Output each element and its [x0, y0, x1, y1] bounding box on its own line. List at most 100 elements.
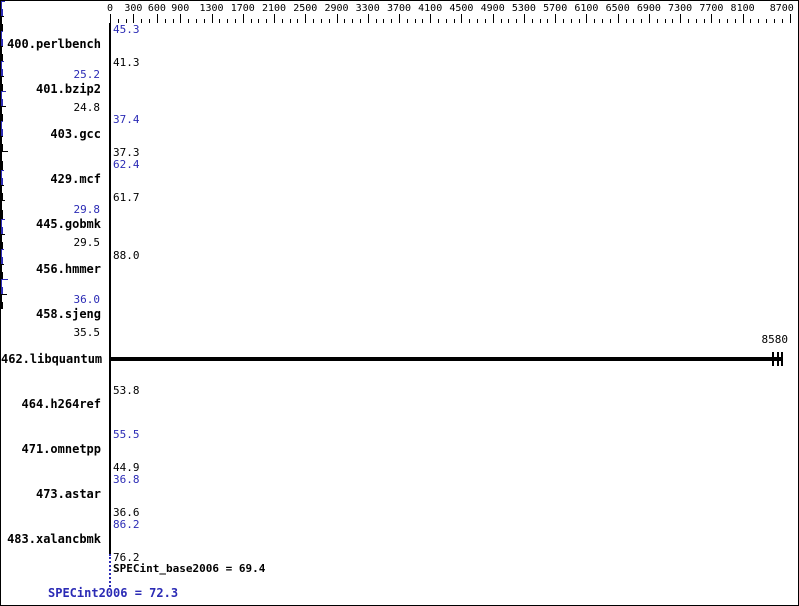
x-axis-minor-tick [414, 19, 416, 23]
run-marker-right-tick [1, 84, 3, 91]
x-axis-major-tick [367, 14, 369, 23]
x-axis-minor-tick [602, 19, 603, 23]
benchmark-label-464-h264ref: 464.h264ref [21, 397, 101, 411]
x-axis-tick-label: 8700 [769, 3, 794, 14]
run-marker-left-tick [1, 62, 2, 69]
x-axis-major-tick [336, 14, 338, 23]
x-axis-minor-tick [227, 19, 229, 23]
x-axis-minor-tick [633, 19, 635, 23]
run-marker-line [1, 106, 6, 107]
run-marker-right-tick [1, 287, 3, 294]
run-marker-line [1, 46, 3, 47]
run-marker-right-tick [1, 99, 3, 106]
x-axis-minor-tick [281, 19, 283, 23]
x-axis-tick-label: 1300 [199, 3, 224, 14]
x-axis-minor-tick [125, 19, 127, 23]
x-axis-minor-tick [625, 19, 627, 23]
peak-value-label: 37.4 [113, 113, 140, 126]
run-marker-right-tick [1, 129, 3, 136]
x-axis-minor-tick [531, 19, 533, 23]
x-axis-minor-tick [547, 19, 549, 23]
libquantum-run-tick [777, 352, 779, 366]
x-axis-tick-label: 2100 [261, 3, 287, 14]
benchmark-label-471-omnetpp: 471.omnetpp [21, 442, 101, 456]
run-marker-line [1, 91, 6, 92]
x-axis-minor-tick [359, 19, 361, 23]
peak-value-label: 45.3 [113, 23, 140, 36]
libquantum-bar [111, 357, 781, 361]
x-axis-minor-tick [641, 19, 643, 23]
benchmark-label-429-mcf: 429.mcf [50, 172, 101, 186]
x-axis-minor-tick [250, 19, 252, 23]
run-marker-line [1, 121, 3, 122]
x-axis-major-tick [617, 14, 619, 23]
x-axis: 0 300 600 900 1300 1700 2100 2500 2900 3300 3700 41… [1, 1, 798, 23]
x-axis-minor-tick [219, 19, 221, 23]
x-axis-tick-label: 2900 [324, 3, 349, 14]
x-axis-tick-label: 8100 [730, 3, 755, 14]
x-axis-minor-tick [141, 19, 143, 23]
peak-value-label: 36.0 [73, 293, 101, 306]
benchmark-label-462-libquantum: 462.libquantum [1, 352, 103, 366]
x-axis-minor-tick [477, 19, 479, 23]
x-axis-minor-tick [328, 19, 330, 23]
run-marker-left-tick [1, 280, 2, 287]
run-marker-line [1, 136, 3, 137]
benchmark-label-483-xalancbmk: 483.xalancbmk [7, 532, 101, 546]
peak-value-label: 62.4 [113, 158, 140, 171]
x-axis-major-tick [680, 14, 682, 23]
x-axis-major-tick [430, 14, 432, 23]
benchmark-label-456-hmmer: 456.hmmer [35, 262, 101, 276]
run-marker-left-tick [1, 265, 2, 272]
x-axis-minor-tick [313, 19, 315, 23]
x-axis-minor-tick [609, 19, 611, 23]
x-axis-minor-tick [687, 19, 689, 23]
base-metric-label: SPECint_base2006 = 69.4 [113, 562, 266, 575]
x-axis-minor-tick [570, 19, 572, 23]
x-axis-major-tick [789, 14, 791, 23]
peak-value-label: 25.2 [73, 68, 101, 81]
x-axis-tick-label: 5300 [511, 3, 536, 14]
x-axis-major-tick [133, 14, 135, 23]
run-marker-right-tick [1, 210, 3, 219]
run-marker-left-tick [1, 171, 2, 178]
x-axis-tick-label: 900 [171, 3, 190, 14]
run-marker-right-tick [1, 69, 3, 76]
run-marker-right-tick [1, 114, 3, 121]
x-axis-tick-label: 4900 [480, 3, 505, 14]
x-axis-minor-tick [266, 19, 268, 23]
x-axis-minor-tick [445, 19, 447, 23]
base-value-label: 36.6 [113, 506, 140, 519]
x-axis-minor-tick [375, 19, 377, 23]
x-axis-minor-tick [469, 19, 471, 23]
libquantum-run-tick [772, 352, 774, 366]
x-axis-minor-tick [703, 19, 705, 23]
x-axis-major-tick [110, 14, 111, 23]
x-axis-tick-label: 3300 [355, 3, 380, 14]
run-marker-right-tick [1, 144, 3, 151]
run-marker-line [1, 185, 4, 186]
x-axis-tick-label: 600 [147, 3, 166, 14]
benchmark-label-403-gcc: 403.gcc [50, 127, 101, 141]
x-axis-major-tick [648, 14, 650, 23]
base-value-label: 37.3 [113, 146, 140, 159]
x-axis-minor-tick [656, 19, 658, 23]
x-axis-minor-tick [578, 19, 580, 23]
x-axis-major-tick [399, 14, 400, 23]
benchmark-label-473-astar: 473.astar [35, 487, 101, 501]
run-marker-left-tick [1, 2, 2, 9]
x-axis-major-tick [711, 14, 713, 23]
x-axis-minor-tick [766, 19, 767, 23]
run-marker-right-tick [1, 257, 3, 264]
libquantum-run-tick [781, 352, 783, 366]
run-marker-right-tick [1, 272, 3, 279]
peak-value-label: 36.8 [113, 473, 140, 486]
x-axis-minor-tick [195, 19, 197, 23]
x-axis-minor-tick [484, 19, 486, 23]
run-marker-right-tick [1, 39, 3, 46]
run-marker-line [1, 219, 5, 220]
run-marker-left-tick [1, 250, 2, 257]
benchmark-label-458-sjeng: 458.sjeng [35, 307, 101, 321]
x-axis-minor-tick [508, 19, 510, 23]
x-axis-minor-tick [438, 19, 439, 23]
